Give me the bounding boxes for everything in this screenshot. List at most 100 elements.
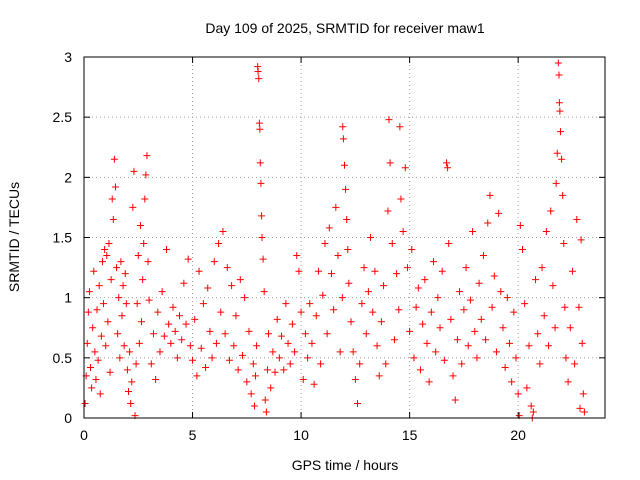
data-point [499,324,507,332]
data-point [129,203,137,211]
data-point [234,366,242,374]
data-point [208,354,216,362]
y-tick-label: 0 [64,410,72,426]
data-point [108,195,116,203]
data-point [377,318,385,326]
data-point [319,291,327,299]
data-point [566,324,574,332]
data-point [538,264,546,272]
y-tick-label: 1.5 [53,230,73,246]
data-point [445,240,453,248]
data-point [521,300,529,308]
data-point [286,360,294,368]
data-point [564,378,572,386]
data-point [243,378,251,386]
data-point [186,342,194,350]
data-point [230,342,238,350]
data-point [334,252,342,260]
data-point [369,308,377,316]
data-point [416,366,424,374]
data-point [344,246,352,254]
data-point [119,282,127,290]
data-point [523,384,531,392]
data-point [133,300,141,308]
data-point [308,339,316,347]
data-point [217,308,225,316]
data-point [399,227,407,235]
data-point [178,336,186,344]
data-point [295,267,303,275]
data-point [495,209,503,217]
data-point [253,342,261,350]
data-point [130,167,138,175]
data-point [486,191,494,199]
data-point [338,294,346,302]
data-point [142,171,150,179]
data-point [262,408,270,416]
data-point [464,342,472,350]
data-point [191,315,199,323]
y-tick-label: 0.5 [53,350,73,366]
data-point [106,368,114,376]
data-point [552,179,560,187]
data-point [215,240,223,248]
data-point [280,366,288,374]
data-point [312,312,320,320]
data-point [354,400,362,408]
data-point [257,179,265,187]
data-point [471,327,479,335]
chart-title: Day 109 of 2025, SRMTID for receiver maw… [205,20,485,36]
data-point [501,363,509,371]
data-point [343,215,351,223]
data-point [123,366,131,374]
data-point [113,264,121,272]
data-point [173,354,181,362]
data-point [512,354,520,362]
data-point [263,366,271,374]
data-point [256,125,264,133]
data-point [221,330,229,338]
data-point [479,252,487,260]
data-point [449,372,457,380]
data-point [84,308,92,316]
data-point [85,288,93,296]
data-point [81,400,89,408]
data-point [451,396,459,404]
data-point [116,354,124,362]
data-point [519,246,527,254]
data-point [297,308,305,316]
data-point [103,252,111,260]
data-point [301,330,309,338]
axis-ticks: 0 5 10 15 20 0 0.5 1 1.5 2 2.5 3 [53,49,605,443]
data-point [380,282,388,290]
data-point [314,267,322,275]
data-point [219,227,227,235]
data-point [388,240,396,248]
data-point [510,308,518,316]
data-point [250,402,258,410]
data-point [154,308,162,316]
y-tick-label: 2 [64,169,72,185]
data-point [410,354,418,362]
data-point [332,203,340,211]
data-point [152,375,160,383]
data-point [371,267,379,275]
data-point [342,185,350,193]
data-point [122,300,130,308]
data-point [100,300,108,308]
data-point [475,279,483,287]
data-point [401,164,409,172]
data-point [134,252,142,260]
data-point [351,375,359,383]
data-point [330,306,338,314]
data-point [101,246,109,254]
data-point [260,288,268,296]
data-point [577,236,585,244]
data-point [386,159,394,167]
data-point [460,306,468,314]
data-point [347,318,355,326]
data-point [473,354,481,362]
data-point [427,308,435,316]
data-point [89,324,97,332]
